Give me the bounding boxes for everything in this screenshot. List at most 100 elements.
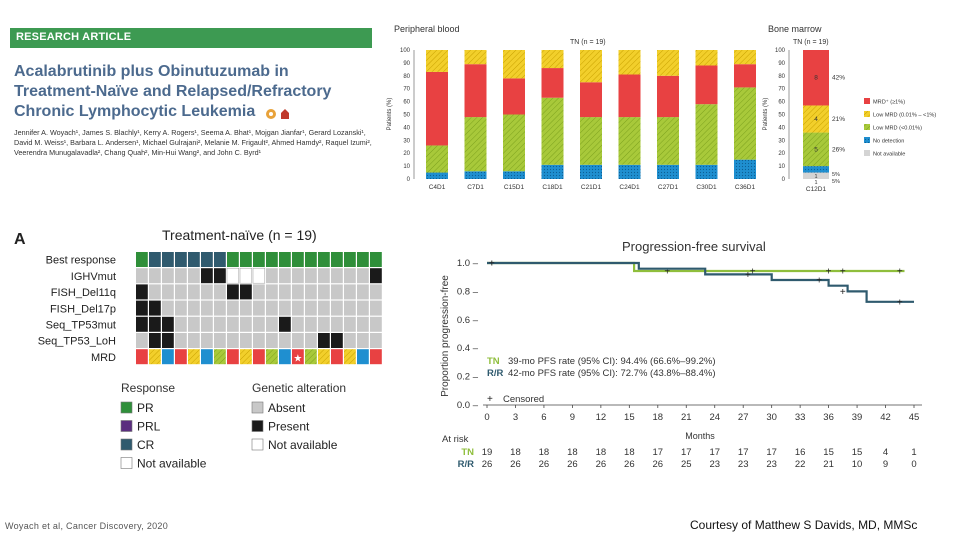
heatmap-cell	[253, 349, 265, 365]
heatmap-cell	[357, 284, 369, 300]
pfs-ytick-label: 1.0 –	[457, 258, 479, 269]
at-risk-value: 16	[795, 447, 806, 458]
heatmap-cell	[370, 252, 382, 267]
heatmap-cell	[149, 349, 161, 365]
bm-segment-count: 1	[814, 180, 817, 186]
bm-legend-label: MRD⁺ (≥1%)	[873, 99, 905, 106]
heatmap-cell	[370, 349, 382, 365]
at-risk-value: 17	[738, 447, 749, 458]
heatmap-cell	[370, 300, 382, 316]
bm-ytick-label: 90	[778, 61, 785, 67]
open-access-icon	[266, 109, 289, 119]
heatmap-cell	[149, 268, 161, 284]
heatmap-cell	[292, 284, 304, 300]
heatmap-cell	[266, 300, 278, 316]
heatmap-cell	[188, 300, 200, 316]
heatmap-cell	[331, 268, 343, 284]
pb-bar-segment	[503, 171, 525, 179]
pb-bar-segment	[695, 50, 718, 66]
heatmap-cells: ★	[136, 252, 382, 364]
heatmap-cell	[266, 284, 278, 300]
pb-ytick-label: 70	[403, 87, 410, 93]
pb-bar-segment	[541, 97, 564, 165]
pb-bar-segment	[464, 171, 487, 179]
pfs-xtick-label: 18	[653, 412, 664, 423]
pb-bar-segment	[426, 145, 448, 173]
pb-bar-segment	[695, 65, 718, 105]
pb-bar-segment	[426, 172, 448, 179]
bm-segment-pct: 42%	[832, 75, 845, 82]
bm-segment-count: 8	[814, 75, 818, 82]
bm-segment-count: 4	[814, 116, 818, 123]
heatmap-cell	[175, 316, 187, 332]
at-risk-value: 18	[510, 447, 521, 458]
heatmap-cell	[266, 252, 278, 267]
pb-bar-segment	[734, 50, 756, 65]
pfs-xtick-label: 6	[541, 412, 546, 423]
at-risk-value: 23	[738, 459, 749, 470]
pfs-xtick-label: 39	[852, 412, 863, 423]
heatmap-cell	[227, 349, 239, 365]
heatmap-cell	[344, 284, 356, 300]
response-legend-swatch	[120, 401, 133, 414]
heatmap-cell	[344, 252, 356, 267]
pb-ytick-label: 10	[403, 164, 410, 170]
response-legend-label: PR	[137, 401, 154, 415]
pfs-ytick-label: 0.8 –	[457, 286, 479, 297]
heatmap-cell	[253, 333, 265, 348]
at-risk-value: 26	[567, 459, 578, 470]
heatmap-cell	[331, 300, 343, 316]
heatmap-cell	[201, 268, 213, 284]
pfs-title: Progression-free survival	[622, 239, 766, 254]
response-legend-title: Response	[121, 381, 175, 395]
at-risk-value: 10	[852, 459, 863, 470]
heatmap-cell	[136, 268, 148, 284]
pb-bar-segment	[580, 164, 602, 179]
censor-mark: +	[826, 266, 832, 277]
heatmap-cell	[357, 268, 369, 284]
pfs-axes: 0.0 –0.2 –0.4 –0.6 –0.8 –1.0 –0 3 6 9 12 15 18…	[457, 258, 922, 423]
bm-ytick-label: 10	[778, 164, 785, 170]
heatmap-row-label: FISH_Del17p	[50, 303, 116, 315]
censor-mark: +	[745, 270, 751, 281]
censor-mark: +	[840, 266, 846, 277]
heatmap-cell	[201, 300, 213, 316]
bm-ytick-label: 60	[778, 100, 785, 106]
pb-bar-segment	[541, 164, 564, 179]
at-risk-value: 21	[823, 459, 834, 470]
at-risk-value: 26	[539, 459, 550, 470]
pfs-ytick-label: 0.6 –	[457, 315, 479, 326]
heatmap-cell	[279, 349, 291, 365]
bm-legend-label: Low MRD (<0.01%)	[873, 126, 922, 132]
heatmap-cell	[318, 300, 330, 316]
bm-bar-segment	[803, 105, 829, 133]
heatmap-cell	[149, 284, 161, 300]
heatmap-cell	[240, 252, 252, 267]
heatmap-cell	[188, 284, 200, 300]
censor-mark: +	[816, 276, 822, 287]
censor-mark: +	[489, 259, 495, 270]
genetic-legend-label: Not available	[268, 438, 338, 452]
heatmap-cell	[331, 349, 343, 365]
heatmap-cell	[305, 349, 317, 365]
heatmap-cell	[214, 349, 226, 365]
censor-mark: +	[840, 287, 846, 298]
heatmap-cell	[201, 333, 213, 348]
heatmap-cell	[162, 268, 174, 284]
pfs-xtick-label: 36	[823, 412, 834, 423]
pfs-legend-text: 39-mo PFS rate (95% CI): 94.4% (66.6%–99…	[508, 356, 716, 367]
heatmap-cell	[227, 284, 239, 300]
heatmap-cell	[253, 284, 265, 300]
bm-segment-pct: 5%	[832, 172, 840, 178]
bm-ytick-label: 80	[778, 74, 785, 80]
pb-ytick-label: 40	[403, 125, 410, 131]
heatmap-cell	[214, 316, 226, 332]
pb-subtitle: TN (n = 19)	[570, 39, 606, 46]
heatmap-cell	[305, 300, 317, 316]
pb-bar-segment	[464, 117, 487, 172]
bm-ylabel: Patients (%)	[763, 98, 769, 131]
pb-bar-segment	[541, 68, 564, 98]
heatmap-cell	[175, 333, 187, 348]
bm-ytick-label: 100	[775, 48, 786, 54]
heatmap-row-label: MRD	[91, 352, 116, 364]
